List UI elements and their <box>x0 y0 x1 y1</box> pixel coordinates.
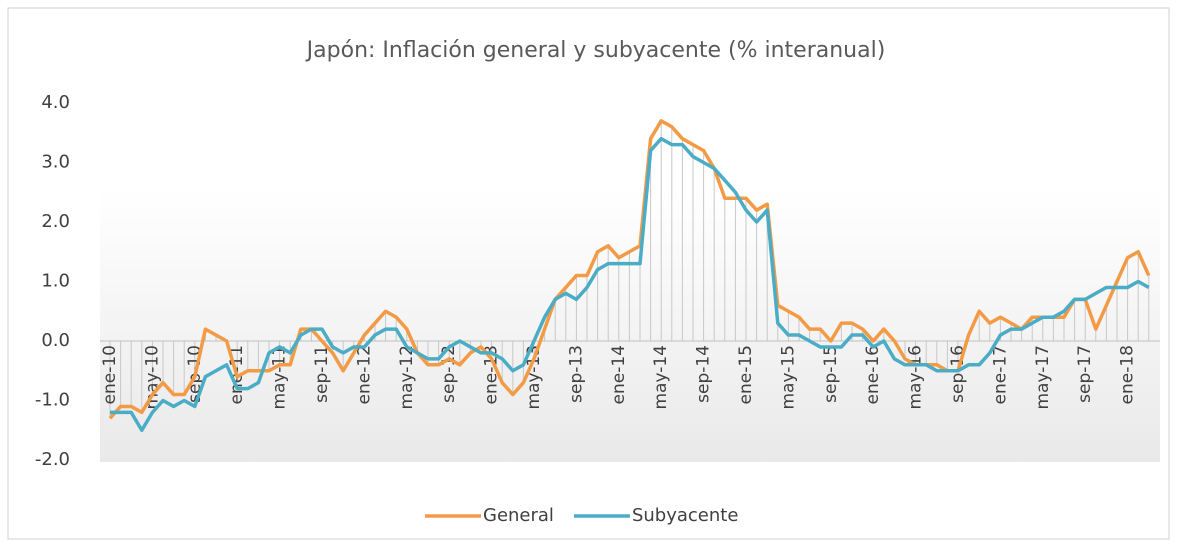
x-tick-label: ene-14 <box>609 345 629 404</box>
x-tick-label: sep-16 <box>948 345 968 403</box>
x-tick-label: ene-13 <box>482 345 502 404</box>
legend-label: General <box>483 505 554 526</box>
chart-title: Japón: Inflación general y subyacente (%… <box>305 38 886 63</box>
x-tick-label: may-16 <box>906 345 926 410</box>
x-tick-label: may-11 <box>270 345 290 410</box>
y-tick-label: 4.0 <box>41 92 70 113</box>
y-tick-label: 2.0 <box>41 211 70 232</box>
x-tick-label: ene-15 <box>736 345 756 404</box>
y-tick-label: 3.0 <box>41 152 70 173</box>
x-tick-label: ene-16 <box>863 345 883 404</box>
x-tick-label: sep-13 <box>566 345 586 403</box>
y-tick-label: 1.0 <box>41 271 70 292</box>
x-tick-label: ene-18 <box>1118 345 1138 404</box>
x-tick-label: may-13 <box>524 345 544 410</box>
x-tick-label: sep-12 <box>439 345 459 403</box>
x-tick-label: may-10 <box>142 345 162 410</box>
x-tick-label: may-17 <box>1033 345 1053 410</box>
y-tick-label: -2.0 <box>35 449 70 470</box>
y-tick-label: 0.0 <box>41 330 70 351</box>
x-tick-label: sep-17 <box>1075 345 1095 403</box>
y-tick-label: -1.0 <box>35 390 70 411</box>
x-tick-label: sep-11 <box>312 345 332 403</box>
x-tick-label: ene-10 <box>100 345 120 404</box>
series-line <box>108 119 1151 420</box>
x-tick-label: may-14 <box>651 345 671 410</box>
x-tick-label: may-15 <box>778 345 798 410</box>
series-line <box>110 136 1150 432</box>
x-tick-label: sep-15 <box>821 345 841 403</box>
x-tick-label: ene-17 <box>990 345 1010 404</box>
x-tick-label: sep-14 <box>694 345 714 403</box>
plot-background <box>100 190 1160 462</box>
x-tick-label: may-12 <box>397 345 417 410</box>
x-tick-label: ene-12 <box>354 345 374 404</box>
legend-label: Subyacente <box>632 505 738 526</box>
